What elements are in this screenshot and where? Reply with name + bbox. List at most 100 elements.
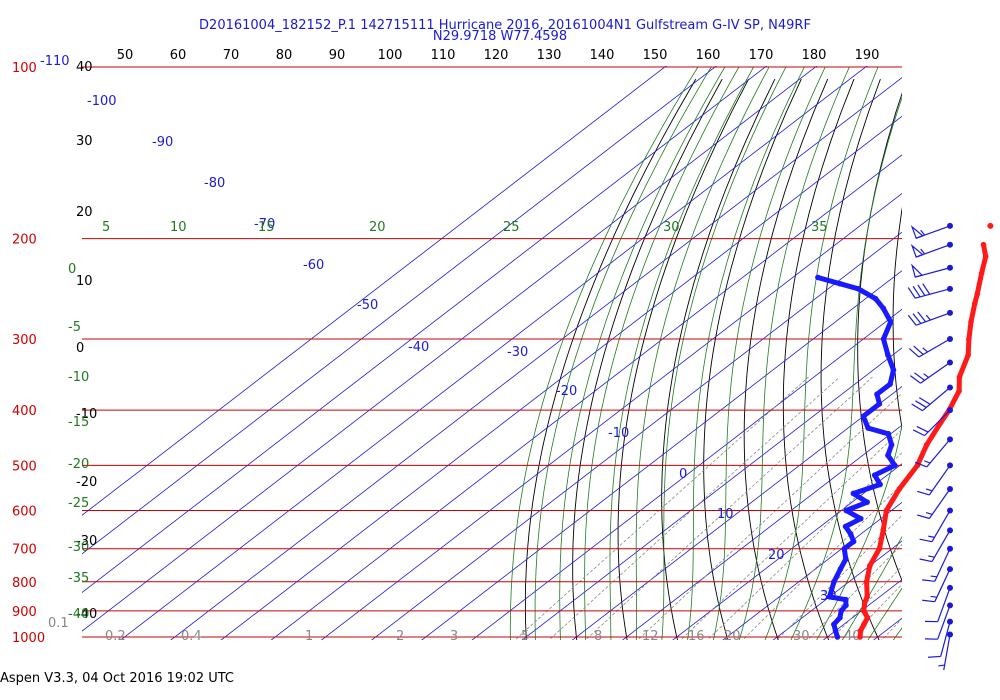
pressure-label-1000: 1000	[12, 631, 45, 646]
wind-barb-full-flag	[922, 579, 935, 582]
mixing-ratio-line	[829, 565, 902, 640]
temperature-profile-point	[923, 441, 930, 448]
moist-adiabat	[738, 66, 850, 640]
wind-barb-full-flag	[928, 655, 941, 658]
dry-adiabat	[993, 79, 1000, 649]
pressure-label-400: 400	[12, 404, 37, 419]
mixing-ratio-label: 8	[594, 629, 602, 644]
dewpoint-profile-point	[871, 472, 878, 478]
mixing-ratio-line	[637, 392, 902, 640]
dewpoint-profile-point	[847, 531, 854, 537]
mixing-ratio-label: 0.1	[48, 616, 69, 631]
isotherm	[120, 66, 868, 640]
isotherm	[320, 192, 902, 640]
isotherm	[220, 115, 902, 640]
wind-barb-full-flag	[917, 490, 930, 496]
mixing-ratio-label: 16	[688, 629, 705, 644]
moist-adiabat	[509, 66, 699, 640]
isobar-lines	[82, 66, 902, 638]
dewpoint-profile-point	[880, 305, 887, 312]
wind-barb-full-flag	[919, 558, 933, 563]
wind-barb	[910, 222, 953, 239]
top-axis-label: 70	[223, 48, 240, 63]
wind-barb-station	[947, 285, 953, 292]
dewpoint-profile-point	[860, 413, 867, 420]
moist-adiabat-label: 5	[102, 220, 110, 235]
isotherm-label: -20	[556, 384, 577, 399]
dry-adiabat	[617, 78, 749, 640]
dry-adiabat	[782, 78, 855, 640]
mixing-ratio-label: 5	[521, 629, 529, 644]
wind-barb-station	[947, 584, 953, 591]
isotherm	[772, 540, 902, 640]
wind-barb-full-flag	[914, 372, 925, 381]
isolated-point	[987, 222, 994, 229]
temperature-profile-point	[861, 621, 867, 628]
wind-barb-shaft	[937, 587, 951, 622]
pressure-label-600: 600	[12, 505, 37, 520]
dewpoint-profile-point	[857, 515, 864, 522]
wind-barb-full-flag	[922, 283, 931, 295]
wind-barb-half-flag	[923, 373, 930, 378]
top-axis-label: 80	[276, 48, 293, 63]
temperature-profile-point	[956, 388, 962, 394]
wind-barb-station	[947, 545, 953, 552]
temperature-profile-point	[857, 627, 864, 634]
top-axis-label: 170	[749, 48, 774, 63]
wind-barb-half-flag	[925, 488, 933, 492]
moist-adiabat-label: 15	[258, 220, 275, 235]
height-label: 30	[76, 134, 93, 149]
dewpoint-profile-point	[885, 452, 891, 459]
dewpoint-profile-point	[877, 481, 883, 488]
wind-barb	[925, 602, 953, 640]
wind-barb	[919, 527, 953, 563]
mixing-ratio-line	[548, 376, 840, 640]
temperature-profile-point	[880, 527, 887, 534]
mixing-ratio-label: 0.4	[181, 629, 202, 644]
isotherm	[521, 347, 902, 640]
wind-barb-shaft	[931, 530, 951, 562]
wind-barb	[910, 263, 953, 278]
wind-barb-full-flag	[909, 375, 921, 384]
isotherm	[471, 308, 902, 640]
wind-barb-half-flag	[920, 248, 926, 255]
isotherm-label: -70	[254, 217, 275, 232]
wind-barb-full-flag	[915, 400, 927, 408]
wind-barb-shaft	[922, 387, 951, 412]
moist-adiabat	[867, 587, 902, 640]
wind-barb-station	[947, 359, 953, 366]
dewpoint-profile-point	[885, 430, 892, 437]
wind-barb-full-flag	[908, 348, 920, 358]
dewpoint-profile-point	[888, 441, 895, 448]
wind-barb-half-flag	[930, 595, 937, 598]
dewpoint-profile-point	[850, 490, 857, 497]
height-label: -10	[76, 407, 97, 422]
pressure-label-500: 500	[12, 459, 37, 474]
mixing-ratio-label: 0.2	[105, 629, 126, 644]
mixing-ratio-line	[742, 483, 902, 640]
wind-barb-full-flag	[907, 314, 917, 326]
wind-barb-shaft	[937, 605, 951, 640]
wind-barb-full-flag	[912, 285, 921, 298]
wind-barb-full-flag	[917, 514, 930, 520]
dewpoint-profile-point	[843, 596, 849, 603]
wind-barb	[917, 462, 953, 496]
wind-barb-full-flag	[917, 284, 926, 296]
mixing-ratio-label: 12	[642, 629, 659, 644]
wind-barb	[919, 507, 953, 543]
isotherm	[82, 66, 667, 516]
temperature-profile-point	[861, 599, 868, 606]
temperature-profile-point	[876, 545, 883, 552]
wind-barb-station	[947, 507, 953, 514]
height-label: -40	[76, 607, 97, 622]
footer-software-timestamp: Aspen V3.3, 04 Oct 2016 19:02 UTC	[0, 671, 234, 686]
moist-adiabat-label: 30	[663, 220, 680, 235]
isotherm	[822, 579, 902, 640]
top-axis-label: 190	[855, 48, 880, 63]
dewpoint-profile-point	[865, 425, 871, 431]
background-grid	[82, 66, 1000, 649]
wind-barb-shaft	[928, 465, 951, 496]
temperature-profile-point	[896, 486, 903, 492]
dewpoint-profile-point	[832, 627, 839, 634]
dry-adiabat	[703, 78, 802, 640]
